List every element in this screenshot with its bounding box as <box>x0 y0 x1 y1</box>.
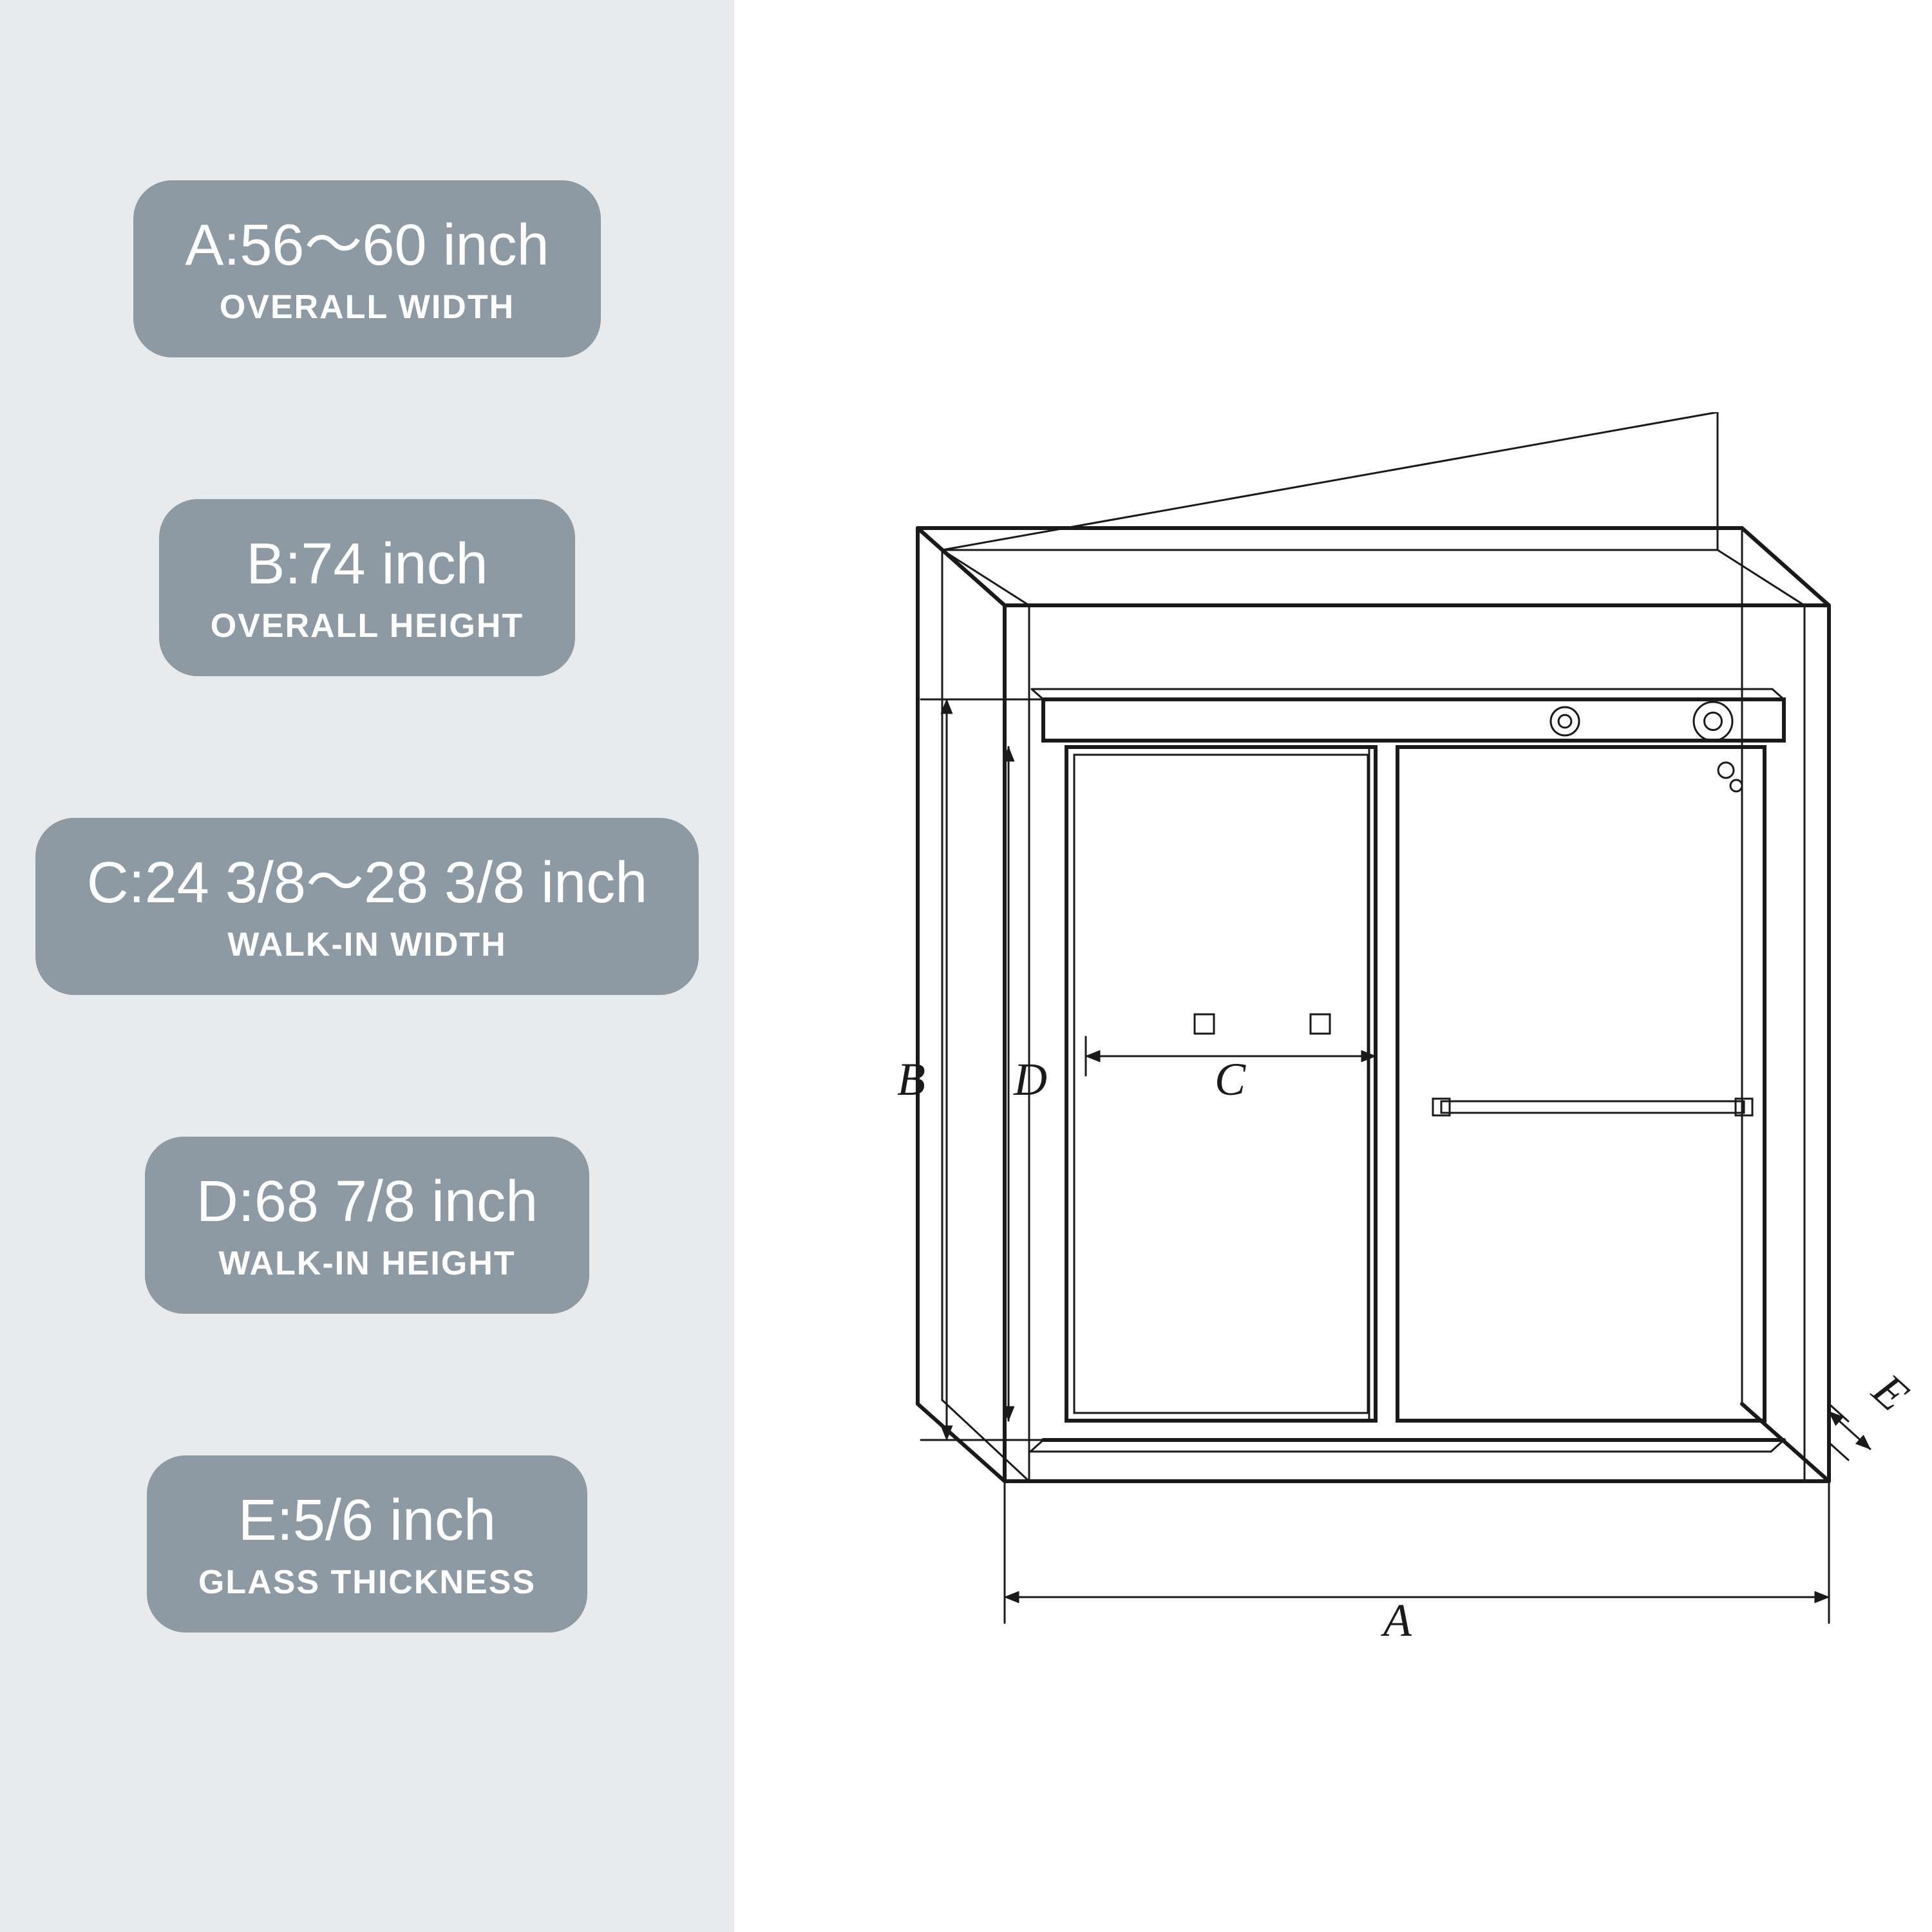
svg-text:C: C <box>1215 1054 1246 1105</box>
pill-value: D:68 7/8 inch <box>196 1169 538 1236</box>
pill-label: GLASS THICKNESS <box>198 1561 536 1605</box>
pill-glass-thickness: E:5/6 inch GLASS THICKNESS <box>147 1455 587 1633</box>
pill-walkin-height: D:68 7/8 inch WALK-IN HEIGHT <box>145 1137 589 1314</box>
svg-text:B: B <box>897 1054 925 1105</box>
svg-text:A: A <box>1381 1595 1412 1646</box>
pill-value: A:56～60 inch <box>185 213 549 279</box>
pill-label: WALK-IN WIDTH <box>227 923 506 967</box>
spec-left-panel: A:56～60 inch OVERALL WIDTH B:74 inch OVE… <box>0 0 734 1932</box>
pill-value: C:24 3/8～28 3/8 inch <box>87 850 648 917</box>
pill-value: E:5/6 inch <box>238 1488 496 1555</box>
diagram-right-panel: A B D C E <box>734 0 1932 1932</box>
pill-overall-width: A:56～60 inch OVERALL WIDTH <box>133 180 600 357</box>
svg-text:E: E <box>1862 1363 1918 1421</box>
pill-value: B:74 inch <box>246 531 488 598</box>
svg-text:D: D <box>1013 1054 1047 1105</box>
pill-label: OVERALL HEIGHT <box>211 605 524 649</box>
pill-overall-height: B:74 inch OVERALL HEIGHT <box>159 499 575 676</box>
shower-door-diagram: A B D C E <box>837 412 1932 1674</box>
pill-label: OVERALL WIDTH <box>220 286 515 330</box>
pill-walkin-width: C:24 3/8～28 3/8 inch WALK-IN WIDTH <box>35 818 699 995</box>
pill-label: WALK-IN HEIGHT <box>218 1242 515 1286</box>
